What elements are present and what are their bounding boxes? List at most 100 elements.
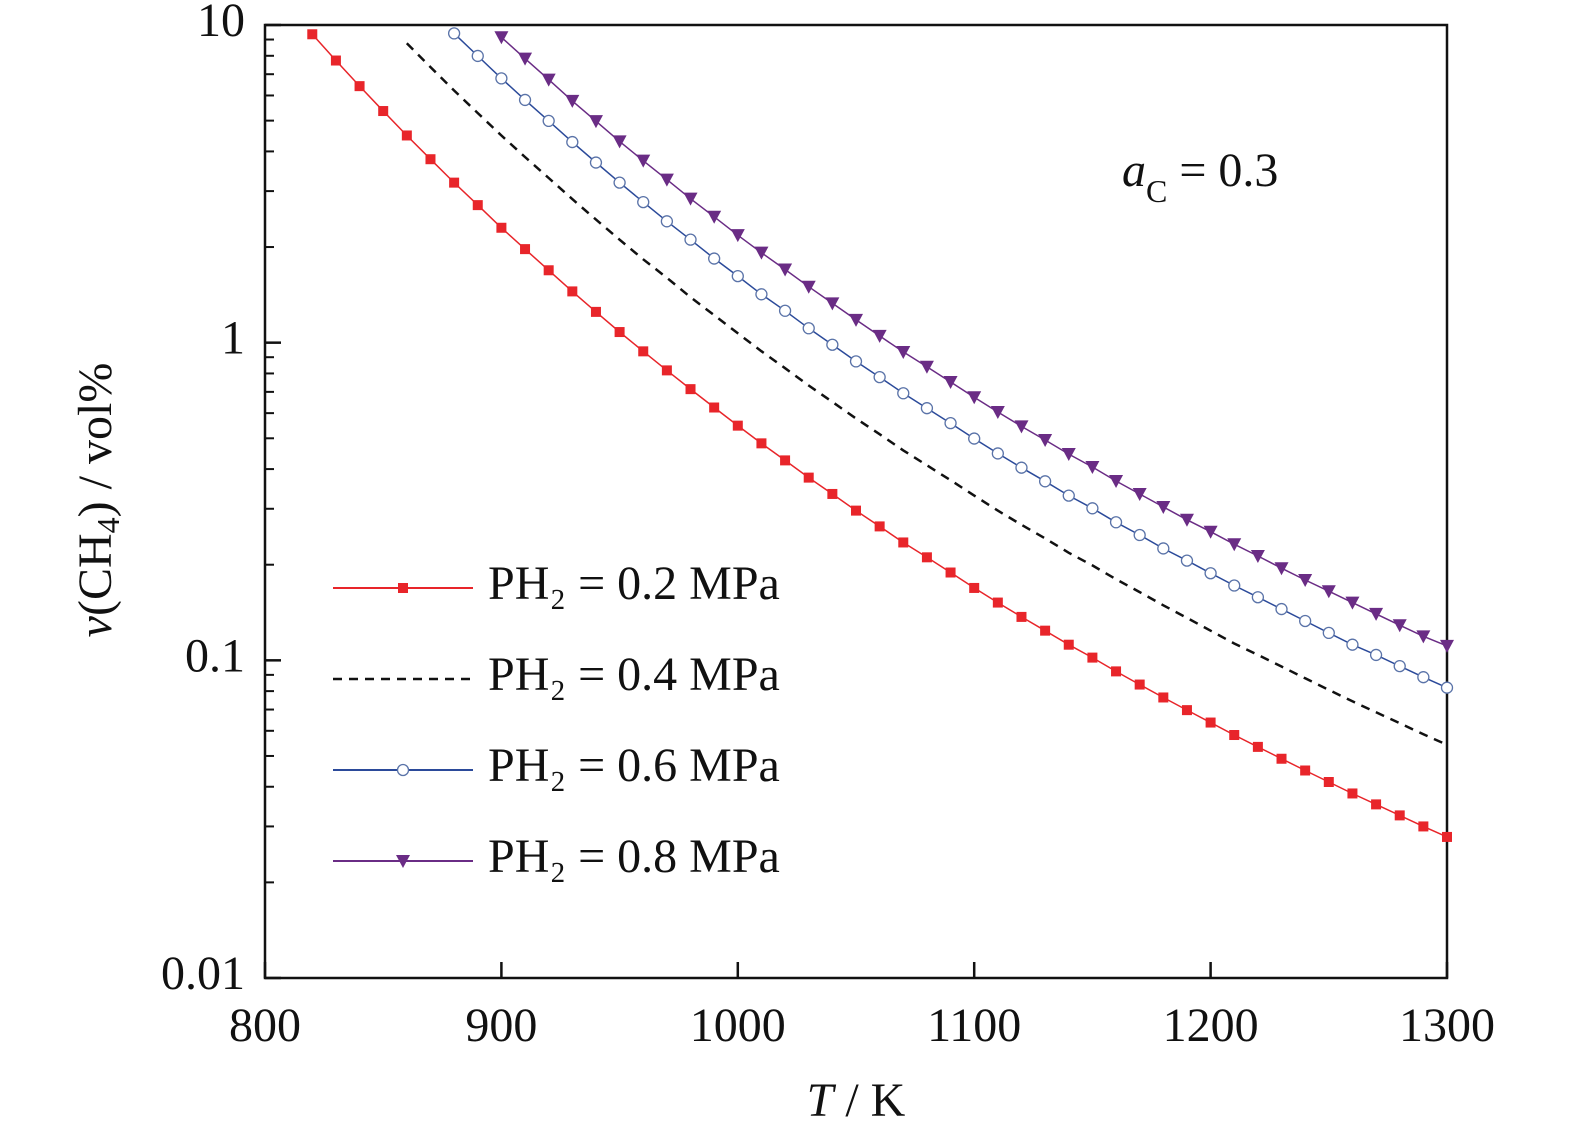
marker-triangle (919, 360, 934, 374)
marker-triangle (1156, 500, 1171, 514)
marker-circle (897, 387, 910, 400)
marker-triangle (990, 405, 1005, 419)
marker-circle (684, 233, 697, 246)
marker-circle (1109, 516, 1123, 529)
y-tick-label: 0.01 (161, 947, 245, 1000)
y-label-part: (CH (69, 533, 122, 616)
marker-circle (944, 417, 957, 430)
marker-circle (1133, 528, 1146, 542)
marker-circle (708, 252, 721, 265)
marker-square (496, 222, 507, 233)
x-label-symbol: T (807, 1074, 837, 1127)
marker-triangle (541, 73, 556, 87)
marker-square (661, 365, 672, 376)
marker-circle (1393, 659, 1406, 673)
marker-triangle (396, 855, 410, 868)
marker-triangle (518, 52, 533, 66)
marker-circle (1275, 602, 1288, 616)
x-tick-label: 900 (465, 999, 537, 1052)
marker-circle (1299, 614, 1312, 628)
marker-circle (566, 135, 579, 149)
marker-square (803, 472, 814, 483)
marker-triangle (1250, 550, 1265, 564)
marker-circle (968, 432, 981, 445)
marker-square (709, 402, 720, 413)
marker-circle (1440, 681, 1454, 694)
marker-square (638, 346, 649, 357)
legend-label: PH₂ = 0.6 MPa (488, 739, 780, 792)
marker-circle (920, 402, 934, 415)
marker-square (590, 306, 601, 317)
marker-triangle (801, 280, 816, 294)
marker-square (1394, 810, 1405, 821)
marker-square (472, 200, 483, 211)
legend-item: PH₂ = 0.8 MPa (333, 830, 780, 883)
marker-circle (1157, 542, 1170, 555)
legend-label: PH₂ = 0.2 MPa (488, 557, 780, 610)
marker-triangle (1392, 619, 1407, 633)
marker-circle (1346, 638, 1359, 651)
marker-circle (518, 93, 532, 107)
marker-square (1371, 799, 1382, 810)
marker-triangle (1038, 433, 1053, 447)
marker-circle (495, 72, 508, 85)
series (447, 27, 1454, 694)
marker-circle (1038, 475, 1052, 488)
marker-triangle (1345, 596, 1360, 610)
annotation: aC = 0.3 (1122, 144, 1278, 209)
marker-square (1134, 679, 1145, 690)
marker-square (780, 455, 791, 466)
marker-square (827, 488, 838, 499)
marker-square (1040, 625, 1051, 636)
marker-circle (1369, 648, 1383, 662)
legend-item: PH₂ = 0.4 MPa (333, 648, 780, 701)
marker-triangle (1416, 630, 1431, 644)
legend-label: PH₂ = 0.4 MPa (488, 648, 780, 701)
marker-circle (1180, 554, 1194, 567)
marker-square (1158, 692, 1169, 703)
legend-label: PH₂ = 0.8 MPa (488, 830, 780, 883)
marker-triangle (943, 375, 958, 389)
annotation-symbol: a (1122, 144, 1146, 197)
marker-triangle (754, 246, 769, 260)
marker-circle (396, 763, 410, 777)
marker-circle (991, 447, 1004, 460)
marker-square (992, 597, 1003, 608)
marker-square (425, 154, 436, 165)
marker-triangle (896, 345, 911, 359)
x-label-unit: / K (833, 1074, 905, 1127)
marker-circle (589, 156, 603, 169)
marker-square (1323, 776, 1334, 787)
marker-square (969, 582, 980, 593)
marker-square (401, 130, 412, 141)
marker-triangle (730, 229, 745, 243)
plot-frame (263, 23, 1449, 980)
marker-circle (1086, 502, 1099, 515)
marker-square (398, 583, 408, 593)
y-axis-label: v(CH4) / vol% (69, 363, 126, 638)
marker-triangle (1227, 538, 1242, 552)
marker-square (1252, 741, 1263, 752)
marker-circle (755, 288, 768, 301)
marker-square (1205, 717, 1216, 728)
y-label-subscript: 4 (90, 517, 126, 533)
marker-square (1087, 652, 1098, 663)
marker-circle (1062, 489, 1075, 502)
marker-triangle (849, 313, 863, 327)
y-tick-label: 0.1 (185, 629, 245, 682)
marker-circle (542, 114, 555, 128)
marker-square (614, 327, 625, 338)
marker-circle (778, 304, 792, 317)
x-tick-label: 1200 (1163, 999, 1259, 1052)
marker-triangle (588, 115, 603, 129)
marker-square (685, 384, 696, 395)
marker-triangle (1085, 461, 1100, 475)
marker-circle (802, 322, 815, 335)
annotation-value: = 0.3 (1167, 144, 1278, 197)
marker-square (330, 55, 341, 66)
marker-circle (1204, 567, 1217, 580)
marker-square (1111, 666, 1122, 677)
marker-square (898, 537, 909, 548)
marker-triangle (1179, 513, 1194, 527)
marker-square (732, 420, 743, 431)
